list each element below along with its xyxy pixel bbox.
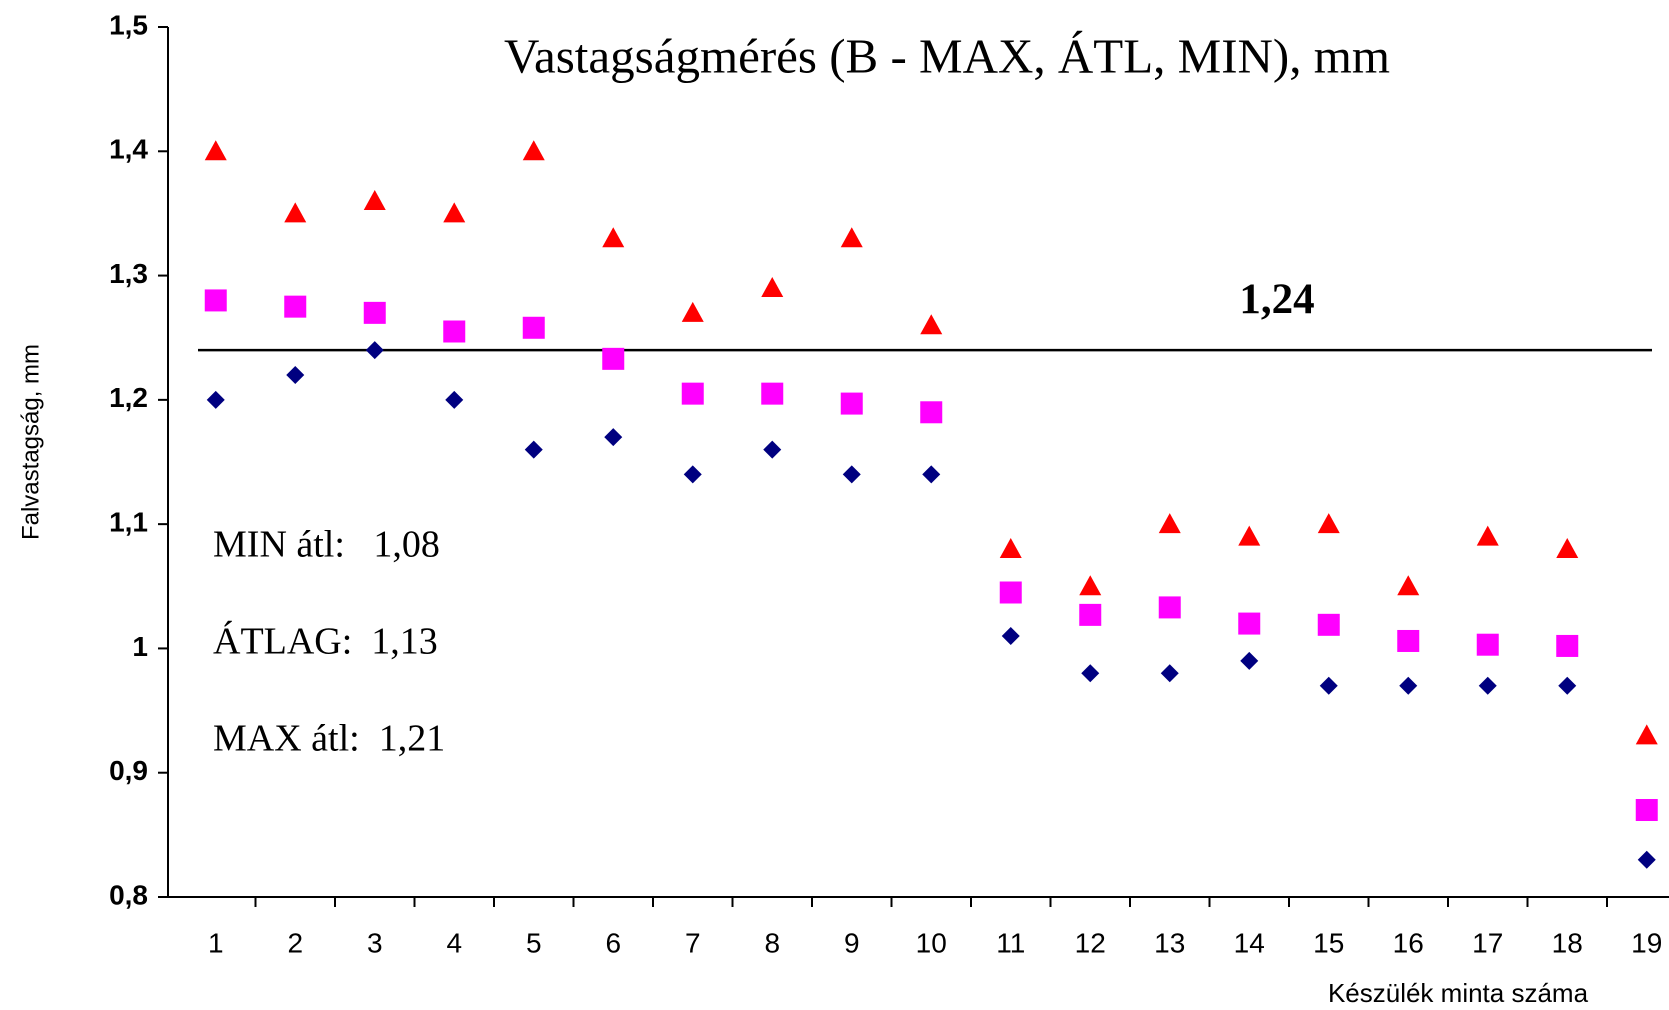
marker: [1158, 596, 1181, 619]
marker: [999, 538, 1022, 558]
y-tick-label: 0,9: [109, 755, 148, 786]
marker: [922, 465, 941, 484]
marker: [1556, 634, 1579, 657]
marker: [1238, 612, 1261, 635]
y-axis-label: Falvastagság, mm: [17, 344, 44, 540]
x-tick-label: 11: [996, 927, 1025, 958]
marker: [1399, 676, 1418, 695]
marker: [522, 316, 545, 339]
x-tick-label: 19: [1631, 927, 1662, 958]
marker: [1160, 664, 1179, 683]
x-tick-label: 12: [1075, 927, 1106, 958]
annotation: MAX átl: 1,21: [213, 718, 445, 760]
y-tick-label: 1,5: [109, 9, 148, 40]
x-tick-label: 16: [1393, 927, 1424, 958]
x-axis-label: Készülék minta száma: [1328, 978, 1589, 1008]
marker: [1397, 575, 1420, 596]
x-tick-label: 1: [208, 927, 224, 958]
marker: [1079, 603, 1102, 626]
marker: [920, 314, 943, 335]
marker: [681, 382, 704, 405]
marker: [920, 401, 943, 424]
marker: [602, 347, 625, 370]
marker: [443, 320, 466, 343]
marker: [1635, 799, 1658, 821]
reference-label: 1,24: [1239, 276, 1314, 323]
marker: [1319, 676, 1338, 695]
annotation: MIN átl: 1,08: [213, 524, 440, 566]
marker: [683, 465, 702, 484]
x-tick-label: 3: [367, 927, 383, 958]
y-tick-label: 1,2: [109, 382, 148, 413]
marker: [284, 295, 307, 318]
x-tick-label: 10: [916, 927, 947, 958]
marker: [284, 202, 307, 223]
y-tick-label: 1,1: [109, 507, 148, 538]
marker: [761, 382, 784, 405]
marker: [999, 581, 1022, 604]
chart-title: Vastagságmérés (B - MAX, ÁTL, MIN), mm: [504, 28, 1390, 83]
x-tick-label: 9: [844, 927, 860, 958]
marker: [602, 227, 625, 248]
marker: [204, 289, 227, 312]
x-tick-label: 5: [526, 927, 542, 958]
marker: [1637, 850, 1656, 869]
marker: [1476, 525, 1499, 546]
marker: [443, 202, 466, 223]
x-tick-label: 2: [287, 927, 303, 958]
marker: [1001, 627, 1020, 645]
marker: [1317, 613, 1340, 636]
marker: [763, 440, 782, 459]
marker: [1397, 629, 1420, 652]
marker: [1238, 525, 1261, 546]
annotation: ÁTLAG: 1,13: [213, 621, 438, 663]
marker: [1240, 651, 1259, 670]
x-tick-label: 17: [1472, 927, 1503, 958]
marker: [1476, 633, 1499, 656]
x-tick-label: 4: [446, 927, 462, 958]
marker: [365, 341, 384, 360]
marker: [1558, 676, 1577, 695]
marker: [445, 390, 464, 409]
marker: [522, 140, 545, 161]
marker: [1635, 724, 1658, 745]
y-tick-label: 1: [132, 631, 148, 662]
marker: [1158, 513, 1181, 534]
marker: [204, 140, 227, 161]
y-tick-label: 1,3: [109, 258, 148, 289]
marker: [1317, 513, 1340, 534]
marker: [1556, 538, 1579, 558]
marker: [286, 366, 305, 384]
x-tick-label: 7: [685, 927, 701, 958]
marker: [842, 465, 861, 484]
marker: [206, 390, 225, 409]
marker: [1478, 676, 1497, 695]
marker: [840, 227, 863, 248]
y-tick-label: 0,8: [109, 879, 148, 910]
marker: [363, 301, 386, 324]
x-tick-label: 6: [605, 927, 621, 958]
marker: [1081, 664, 1100, 683]
marker: [524, 440, 543, 459]
x-tick-label: 18: [1552, 927, 1583, 958]
marker: [761, 277, 784, 297]
marker: [1079, 575, 1102, 596]
marker: [604, 428, 623, 447]
x-tick-label: 14: [1234, 927, 1265, 958]
y-tick-label: 1,4: [109, 134, 148, 165]
x-tick-label: 15: [1313, 927, 1344, 958]
x-tick-label: 13: [1154, 927, 1185, 958]
marker: [681, 301, 704, 322]
marker: [363, 190, 386, 210]
x-tick-label: 8: [764, 927, 780, 958]
marker: [840, 392, 863, 415]
